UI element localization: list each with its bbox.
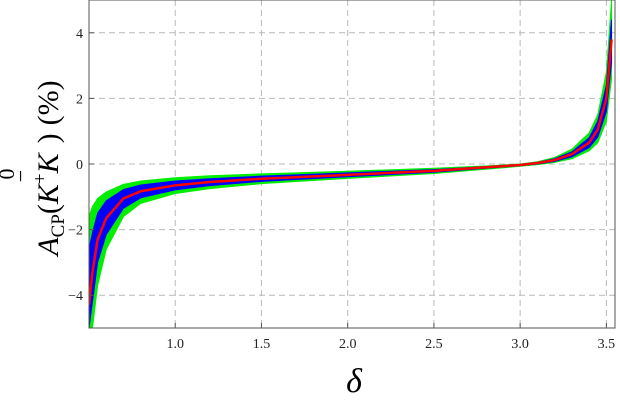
y-axis-ticks: −4 −2 0 2 4 <box>68 27 94 304</box>
y-label-K2: K <box>32 151 65 174</box>
y-tick-label-2: 0 <box>76 158 83 173</box>
y-tick-label-0: −4 <box>68 289 83 304</box>
y-label-bar: − <box>8 170 33 182</box>
y-label-plus: + <box>30 173 51 184</box>
y-tick-label-3: 2 <box>76 92 83 107</box>
y-label-open: ( <box>32 204 65 214</box>
lines <box>89 39 613 306</box>
y-tick-label-4: 4 <box>76 27 83 42</box>
y-label-close: ) <box>32 133 65 143</box>
y-label-zero: 0 <box>0 169 19 180</box>
central-value-line <box>89 39 613 306</box>
x-tick-label-5: 3.5 <box>598 337 616 352</box>
x-tick-label-0: 1.0 <box>166 337 184 352</box>
x-tick-label-4: 3.0 <box>511 337 529 352</box>
y-tick-label-1: −2 <box>68 224 83 239</box>
y-axis-label: ACP(K+K)(%) − 0 <box>0 80 69 257</box>
x-tick-label-1: 1.5 <box>253 337 271 352</box>
svg-text:ACP(K+K)(%): ACP(K+K)(%) <box>30 80 69 257</box>
outer-uncertainty-band <box>89 0 613 328</box>
y-label-A: A <box>32 237 65 258</box>
y-label-K1: K <box>32 182 65 205</box>
x-axis-label: δ <box>346 363 363 400</box>
y-label-unit: (%) <box>32 80 65 125</box>
x-tick-label-2: 2.0 <box>339 337 357 352</box>
y-label-sub: CP <box>48 214 69 237</box>
x-axis-ticks: 1.0 1.5 2.0 2.5 3.0 3.5 <box>166 323 615 352</box>
x-tick-label-3: 2.5 <box>425 337 443 352</box>
